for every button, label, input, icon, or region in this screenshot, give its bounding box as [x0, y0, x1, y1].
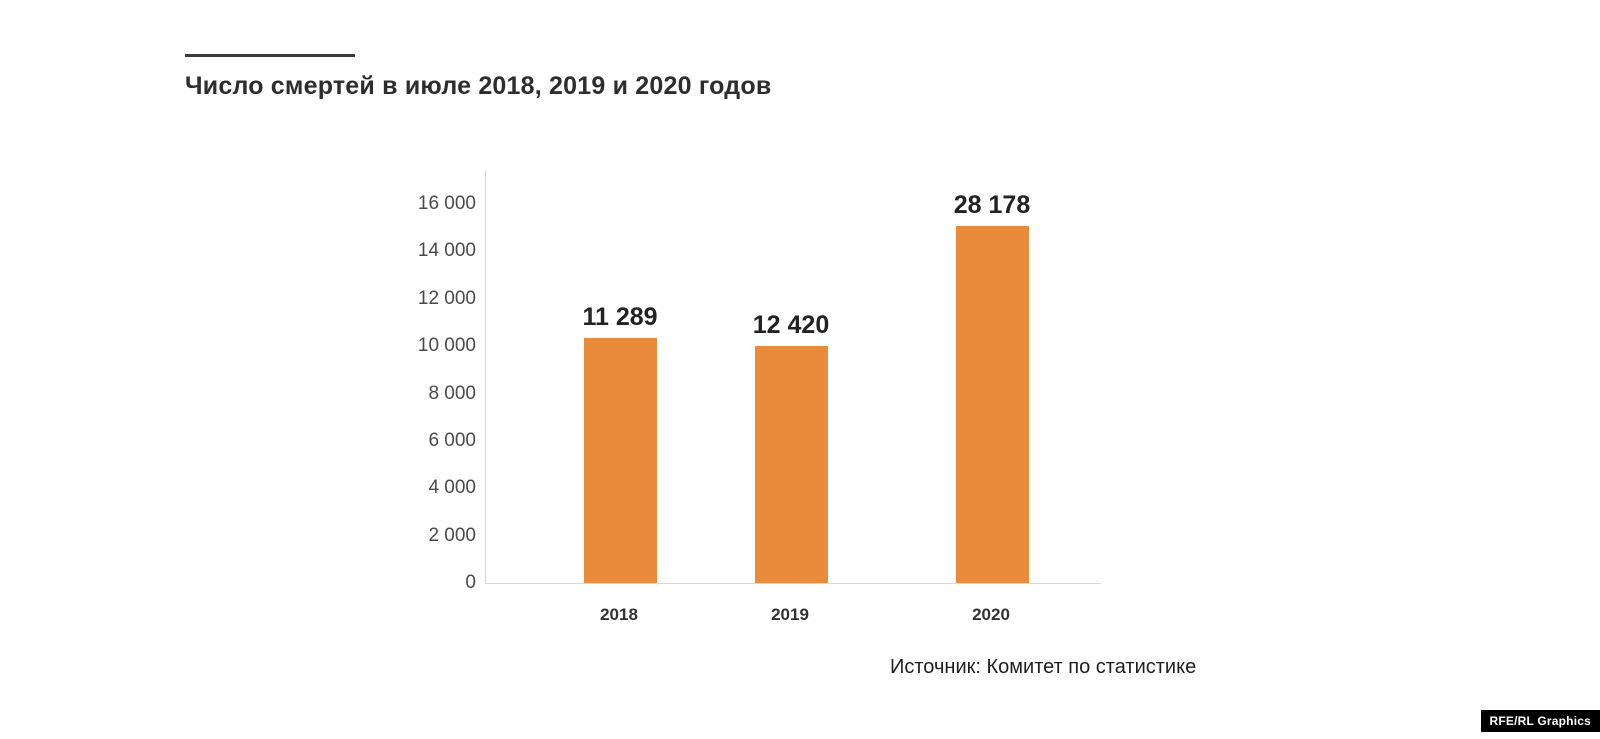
bar-value-label: 11 289 [582, 303, 658, 331]
bar-2019 [754, 346, 828, 583]
bar-value-label: 28 178 [953, 191, 1031, 219]
y-tick-label: 16 000 [417, 193, 476, 214]
y-tick-label: 10 000 [417, 335, 476, 357]
x-tick-label: 2020 [972, 605, 1010, 624]
bar-2018 [583, 338, 657, 583]
bar-value-label: 12 420 [752, 311, 830, 339]
y-tick-label: 0 [465, 572, 476, 593]
y-tick-label: 2 000 [428, 524, 476, 546]
x-tick-label: 2018 [600, 605, 638, 624]
y-tick-label: 4 000 [428, 477, 476, 499]
source-note: Источник: Комитет по статистике [890, 656, 1197, 678]
y-tick-label: 8 000 [428, 382, 476, 404]
plot-area: 11 289 12 420 28 178 [485, 170, 1101, 584]
y-tick-label: 6 000 [428, 429, 476, 451]
chart-title: Число смертей в июле 2018, 2019 и 2020 г… [185, 72, 772, 100]
x-tick-label: 2019 [771, 605, 809, 624]
credit-badge: RFE/RL Graphics [1480, 710, 1600, 732]
y-tick-label: 14 000 [417, 240, 476, 262]
y-tick-label: 12 000 [417, 287, 476, 309]
bar-2020 [955, 226, 1029, 583]
title-accent-rule [185, 54, 355, 57]
